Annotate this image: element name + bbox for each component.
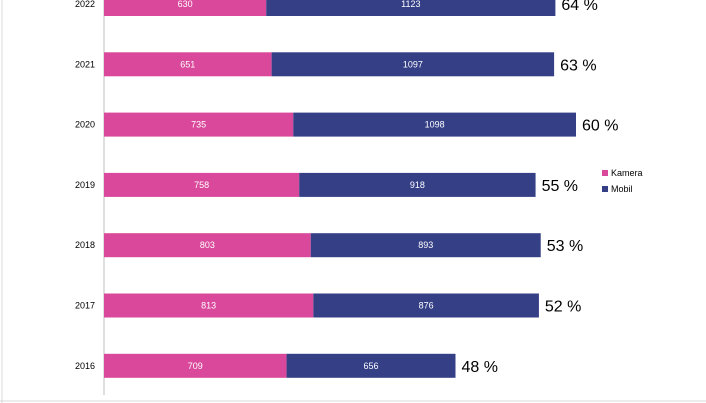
- mobil-value-label-2018: 893: [418, 240, 433, 250]
- share-label-2018: 53 %: [547, 238, 583, 255]
- kamera-bar-2020: [104, 112, 294, 137]
- mobil-value-label-2016: 656: [364, 361, 379, 371]
- kamera-bar-2018: [104, 233, 311, 258]
- legend-swatch-kamera: [602, 170, 608, 176]
- legend-label-kamera: Kamera: [611, 168, 643, 178]
- share-label-2021: 63 %: [560, 57, 596, 74]
- kamera-bar-2016: [104, 353, 287, 378]
- kamera-bar-2022: [104, 0, 267, 16]
- year-label-2017: 2017: [75, 301, 95, 311]
- mobil-bar-2022: [266, 0, 556, 16]
- kamera-value-label-2018: 803: [200, 240, 215, 250]
- legend: Kamera Mobil: [602, 168, 643, 194]
- year-label-2019: 2019: [75, 180, 95, 190]
- mobil-value-label-2022: 1123: [401, 0, 420, 9]
- mobil-value-label-2019: 918: [410, 180, 425, 190]
- share-label-2016: 48 %: [461, 359, 497, 376]
- kamera-value-label-2021: 651: [180, 59, 195, 69]
- bars-layer: 2022 630 1123 64 % 2021 651 1097 63 % 2020 735 109…: [75, 0, 618, 378]
- mobil-bar-2018: [310, 233, 541, 258]
- share-label-2019: 55 %: [542, 178, 578, 195]
- kamera-bar-2017: [104, 293, 314, 318]
- mobil-value-label-2017: 876: [419, 301, 434, 311]
- kamera-value-label-2022: 630: [178, 0, 193, 9]
- share-label-2020: 60 %: [582, 118, 618, 135]
- year-label-2020: 2020: [75, 120, 95, 130]
- year-label-2022: 2022: [75, 0, 95, 9]
- legend-swatch-mobil: [602, 186, 608, 192]
- year-label-2018: 2018: [75, 240, 95, 250]
- kamera-value-label-2019: 758: [194, 180, 209, 190]
- year-label-2016: 2016: [75, 361, 95, 371]
- kamera-value-label-2020: 735: [191, 120, 206, 130]
- mobil-value-label-2020: 1098: [425, 120, 445, 130]
- legend-label-mobil: Mobil: [611, 184, 633, 194]
- share-label-2017: 52 %: [545, 299, 581, 316]
- kamera-value-label-2016: 709: [188, 361, 203, 371]
- year-label-2021: 2021: [75, 59, 95, 69]
- mobil-bar-2019: [299, 172, 536, 197]
- mobil-bar-2021: [271, 52, 555, 77]
- kamera-value-label-2017: 813: [201, 301, 216, 311]
- mobil-bar-2020: [293, 112, 576, 137]
- kamera-bar-2019: [104, 172, 300, 197]
- mobil-bar-2017: [313, 293, 539, 318]
- mobil-value-label-2021: 1097: [403, 59, 423, 69]
- share-label-2022: 64 %: [561, 0, 597, 14]
- kamera-bar-2021: [104, 52, 272, 77]
- mobil-bar-2016: [286, 353, 456, 378]
